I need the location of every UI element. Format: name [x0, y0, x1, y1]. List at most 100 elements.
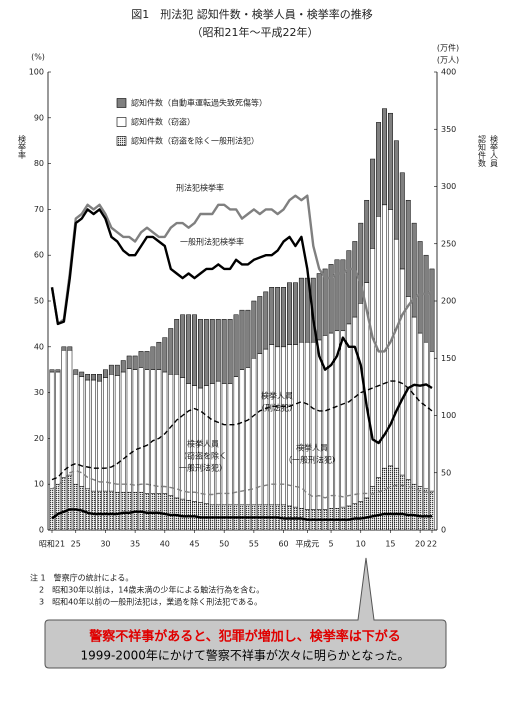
- bar: [227, 319, 233, 384]
- bar: [61, 346, 67, 351]
- bar: [227, 383, 233, 506]
- bar: [358, 303, 364, 502]
- x-tick-label: 55: [249, 540, 259, 549]
- bar: [370, 248, 376, 487]
- bar: [358, 501, 364, 531]
- chart-title: 図1 刑法犯 認知件数・検挙人員・検挙率の推移: [131, 7, 373, 21]
- bar: [298, 277, 304, 343]
- bar: [97, 380, 102, 492]
- bar: [387, 465, 393, 531]
- bar: [352, 241, 358, 318]
- bar: [120, 360, 126, 373]
- bar: [370, 158, 376, 249]
- bar: [209, 319, 215, 384]
- bar: [174, 374, 180, 499]
- bar: [108, 490, 114, 531]
- line-label: 一般刑法犯）: [179, 463, 227, 473]
- bar: [417, 332, 423, 487]
- bar: [423, 488, 429, 531]
- bar: [245, 367, 251, 506]
- bar: [150, 369, 156, 494]
- bar: [114, 364, 120, 376]
- bar: [423, 254, 429, 343]
- x-tick-label: 25: [71, 540, 81, 549]
- bar: [251, 300, 257, 359]
- bar: [281, 287, 287, 348]
- bar: [197, 319, 203, 389]
- bar: [429, 268, 435, 352]
- x-tick-label: 50: [219, 540, 229, 549]
- y2-tick-label: 100: [441, 411, 456, 420]
- bar: [114, 491, 120, 531]
- y-unit: (%): [31, 53, 45, 62]
- bar: [376, 122, 382, 217]
- bar: [120, 491, 126, 531]
- y2-tick-label: 250: [441, 239, 456, 248]
- bar: [275, 287, 281, 348]
- bar: [102, 377, 108, 492]
- bar: [399, 172, 405, 270]
- bar: [91, 374, 97, 381]
- bar: [180, 498, 186, 531]
- bar: [162, 493, 168, 531]
- line: [51, 380, 433, 481]
- y2-tick-label: 300: [441, 182, 456, 191]
- legend-label: 認知件数（窃盗を除く一般刑法犯）: [131, 136, 259, 146]
- callout-box: [44, 557, 447, 669]
- bar: [85, 488, 91, 531]
- x-tick-label: 22: [427, 540, 437, 549]
- bar: [215, 319, 221, 382]
- y-tick-label: 20: [34, 434, 44, 443]
- y2-tick-label: 150: [441, 354, 456, 363]
- bar: [411, 316, 417, 485]
- bar: [429, 351, 435, 492]
- line-label: （刑法犯）: [257, 403, 297, 413]
- bar: [79, 376, 85, 487]
- bar: [126, 368, 132, 493]
- y-tick-label: 40: [34, 342, 44, 351]
- bar: [85, 374, 91, 381]
- line: [50, 194, 433, 353]
- bar: [328, 264, 334, 334]
- y2-unit: (万人): [437, 56, 459, 65]
- bar: [263, 348, 269, 506]
- bar: [138, 367, 144, 493]
- legend-label: 認知件数（自動車運転過失致死傷等）: [131, 98, 267, 108]
- bar: [49, 488, 55, 531]
- bar: [370, 486, 376, 531]
- bar: [316, 339, 322, 510]
- y2-tick-label: 400: [441, 68, 456, 77]
- bar: [352, 503, 358, 531]
- bar: [340, 259, 346, 332]
- callout-text: 1999-2000年にかけて警察不祥事が次々に明らかとなった。: [80, 648, 409, 663]
- bar: [411, 222, 417, 318]
- bar: [97, 374, 102, 382]
- x-tick-label: 平成元: [295, 539, 319, 549]
- bar: [203, 319, 209, 386]
- line-label: 一般刑法犯検挙率: [180, 237, 244, 247]
- bar: [67, 346, 73, 351]
- bar: [73, 483, 79, 531]
- bar: [120, 371, 126, 493]
- note: 3 昭和40年以前の一般刑法犯は，業過を除く刑法犯である。: [39, 597, 262, 607]
- bar: [186, 314, 192, 384]
- y-tick-label: 70: [34, 205, 44, 214]
- bar: [322, 335, 328, 510]
- bar: [316, 273, 322, 341]
- x-tick-label: 40: [160, 540, 170, 549]
- y-tick-label: 30: [34, 388, 44, 397]
- bar: [334, 259, 340, 332]
- y2-tick-label: 50: [441, 468, 451, 477]
- legend-swatch: [116, 117, 127, 127]
- bar: [346, 250, 352, 325]
- bar: [393, 140, 399, 240]
- line: [51, 469, 433, 499]
- bar: [399, 474, 405, 531]
- y2-tick-label: 200: [441, 297, 456, 306]
- bar: [108, 374, 114, 492]
- bar: [257, 353, 263, 506]
- bar: [269, 287, 275, 345]
- bar: [411, 483, 417, 531]
- bar: [168, 328, 174, 375]
